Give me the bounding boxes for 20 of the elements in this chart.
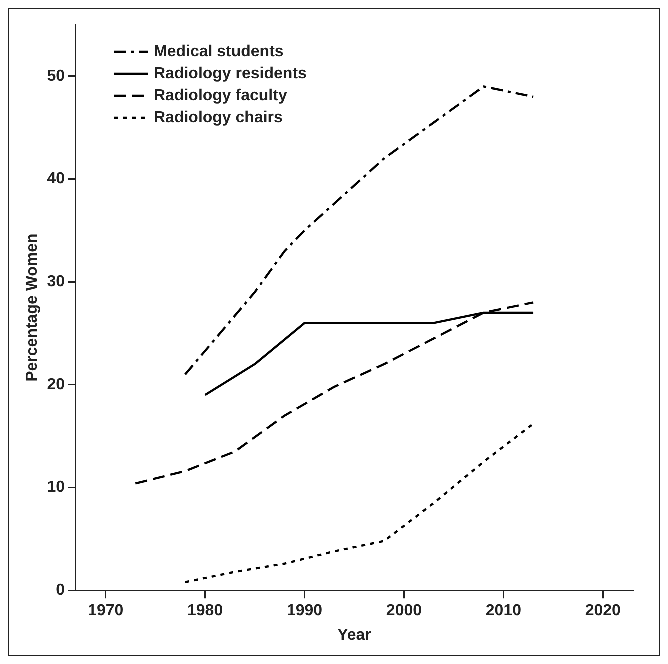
y-tick-label: 10 — [47, 479, 66, 496]
y-tick-label: 30 — [47, 273, 66, 290]
y-tick-label: 50 — [47, 68, 66, 85]
line-series — [184, 422, 535, 584]
y-tick-label: 40 — [47, 170, 66, 188]
x-tick-label: 2020 — [585, 602, 622, 620]
legend-label: Radiology residents — [154, 65, 308, 82]
x-tick-label: 1970 — [88, 602, 124, 620]
legend-label: Radiology faculty — [154, 87, 288, 104]
x-tick-label: 1990 — [286, 602, 323, 620]
y-axis-title: Percentage Women — [24, 234, 42, 382]
y-tick-label: 20 — [47, 376, 66, 394]
line-series — [134, 302, 535, 485]
x-tick-label: 1980 — [188, 602, 224, 620]
legend-label: Medical students — [154, 43, 284, 60]
y-tick-label: 0 — [56, 582, 66, 600]
x-tick-label: 2000 — [386, 602, 422, 620]
legend-label: Radiology chairs — [154, 109, 284, 126]
x-tick-label: 2010 — [486, 602, 522, 620]
x-axis-title: Year — [338, 626, 372, 644]
